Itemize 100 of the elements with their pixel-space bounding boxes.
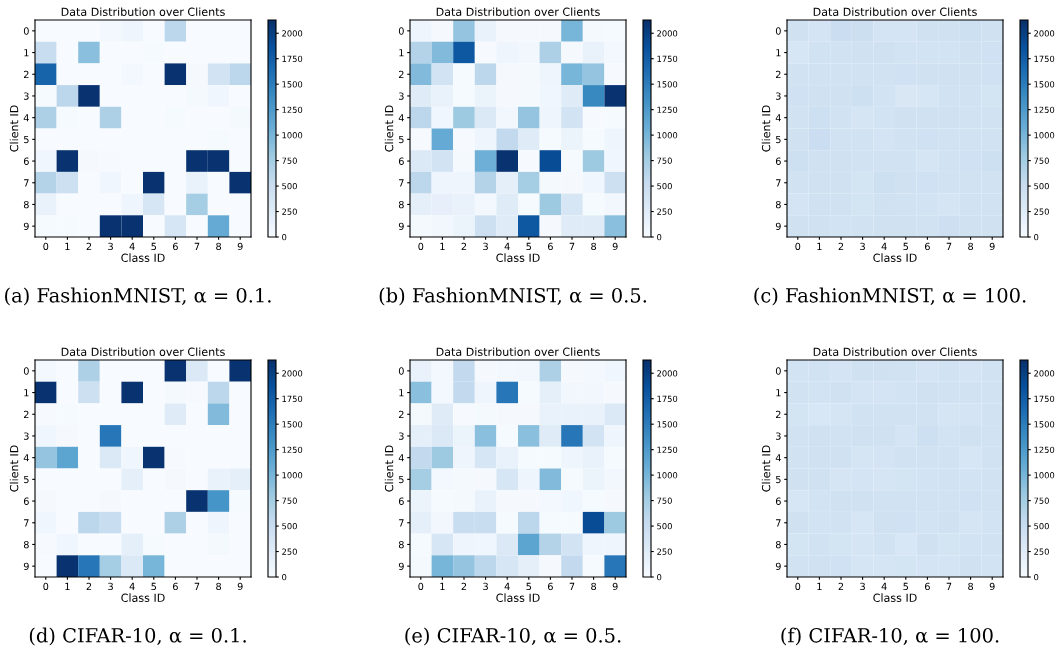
x-tick-label: 6 — [924, 582, 930, 591]
color-bar-label: 2000 — [282, 370, 303, 377]
y-axis-title: Client ID — [761, 105, 771, 152]
color-bar-label: 750 — [282, 157, 297, 164]
y-tick-label: 8 — [775, 200, 781, 209]
x-tick-label: 8 — [216, 242, 222, 251]
y-tick-label: 7 — [24, 179, 29, 187]
y-tick-label: 3 — [399, 92, 404, 100]
color-bar-label: 2000 — [1034, 370, 1055, 377]
x-tick-label: 9 — [612, 242, 618, 251]
color-bar-label: 250 — [282, 208, 297, 215]
y-axis-title: Client ID — [761, 445, 771, 492]
y-tick-label: 0 — [775, 27, 781, 35]
x-tick-label: 5 — [903, 582, 909, 591]
y-tick-label: 4 — [398, 454, 404, 462]
x-tick-label: 6 — [547, 242, 553, 251]
chart-title: Data Distribution over Clients — [813, 347, 977, 356]
color-bar-label: 500 — [1034, 183, 1049, 190]
chart-title: Data Distribution over Clients — [61, 7, 225, 16]
y-axis-title: Client ID — [384, 105, 394, 152]
y-tick-label: 2 — [775, 410, 781, 418]
x-tick-label: 0 — [795, 582, 801, 591]
y-tick-label: 9 — [23, 562, 29, 570]
text: (c) FashionMNIST, α = 100. — [754, 287, 1026, 306]
color-bar-label: 1000 — [1034, 132, 1055, 139]
x-tick-label: 7 — [946, 582, 952, 590]
y-tick-label: 4 — [398, 114, 404, 122]
color-bar-label: 0 — [1034, 573, 1039, 581]
x-axis-title: Class ID — [121, 593, 165, 602]
chart-title: Data Distribution over Clients — [436, 7, 600, 16]
x-tick-label: 6 — [924, 242, 930, 251]
y-tick-label: 4 — [775, 114, 781, 122]
y-tick-label: 9 — [775, 222, 781, 230]
color-bar-label: 0 — [1034, 233, 1039, 241]
color-bar-label: 750 — [657, 157, 672, 164]
y-tick-label: 8 — [23, 200, 29, 209]
x-tick-label: 4 — [504, 242, 510, 250]
color-bar-label: 1250 — [657, 106, 678, 113]
color-bar-label: 500 — [657, 523, 672, 530]
x-axis-title: Class ID — [121, 253, 165, 262]
x-tick-label: 2 — [838, 582, 844, 590]
x-tick-label: 3 — [860, 242, 865, 251]
x-tick-label: 1 — [440, 242, 445, 250]
y-tick-label: 0 — [23, 367, 29, 375]
x-tick-label: 5 — [151, 242, 157, 251]
y-tick-label: 2 — [775, 70, 781, 78]
color-bar-label: 1750 — [282, 55, 303, 62]
color-bar-label: 1750 — [282, 395, 303, 402]
text: (f) CIFAR-10, α = 100. — [781, 627, 999, 646]
color-bar-label: 0 — [282, 233, 287, 241]
color-bar-label: 1750 — [1034, 395, 1055, 402]
color-bar-label: 0 — [282, 573, 287, 581]
x-tick-label: 2 — [86, 582, 92, 590]
color-bar-label: 1250 — [282, 106, 303, 113]
y-tick-label: 6 — [775, 157, 781, 165]
x-tick-label: 6 — [172, 582, 178, 591]
color-bar-label: 1500 — [1034, 81, 1055, 88]
color-bar-label: 500 — [282, 523, 297, 530]
x-tick-label: 1 — [817, 582, 822, 590]
y-tick-label: 1 — [24, 389, 29, 397]
color-bar-label: 250 — [1034, 208, 1049, 215]
y-tick-label: 3 — [776, 92, 781, 100]
y-tick-label: 1 — [399, 49, 404, 57]
text: (d) CIFAR-10, α = 0.1. — [29, 627, 246, 646]
color-bar-label: 250 — [657, 548, 672, 555]
y-tick-label: 1 — [776, 389, 781, 397]
text: (a) FashionMNIST, α = 0.1. — [5, 287, 271, 306]
y-tick-label: 1 — [399, 389, 404, 397]
y-tick-label: 2 — [23, 70, 29, 78]
color-bar-label: 2000 — [657, 370, 678, 377]
x-axis-title: Class ID — [496, 593, 540, 602]
y-tick-label: 5 — [776, 135, 781, 144]
y-tick-label: 3 — [776, 432, 781, 440]
y-tick-label: 5 — [399, 475, 404, 484]
y-tick-label: 0 — [23, 27, 29, 35]
color-bar-label: 750 — [282, 497, 297, 504]
color-bar-label: 500 — [282, 183, 297, 190]
y-tick-label: 6 — [23, 497, 29, 505]
y-tick-label: 9 — [398, 562, 404, 570]
x-tick-label: 1 — [65, 582, 70, 590]
x-tick-label: 1 — [65, 242, 70, 250]
color-bar-label: 1000 — [1034, 472, 1055, 479]
x-tick-label: 2 — [86, 242, 92, 250]
x-tick-label: 8 — [591, 582, 597, 591]
color-bar-label: 1000 — [657, 472, 678, 479]
x-tick-label: 4 — [881, 242, 887, 250]
color-bar-label: 1500 — [657, 81, 678, 88]
color-bar-label: 500 — [1034, 523, 1049, 530]
color-bar-label: 250 — [1034, 548, 1049, 555]
y-tick-label: 7 — [776, 179, 781, 187]
x-tick-label: 6 — [547, 582, 553, 591]
color-bar-label: 1250 — [657, 446, 678, 453]
chart-title: Data Distribution over Clients — [61, 347, 225, 356]
text: (e) CIFAR-10, α = 0.5. — [405, 627, 621, 646]
y-tick-label: 3 — [24, 92, 29, 100]
color-bar-label: 1250 — [282, 446, 303, 453]
y-tick-label: 7 — [776, 519, 781, 527]
y-tick-label: 2 — [23, 410, 29, 418]
x-tick-label: 5 — [526, 242, 532, 251]
color-bar-label: 1500 — [282, 421, 303, 428]
